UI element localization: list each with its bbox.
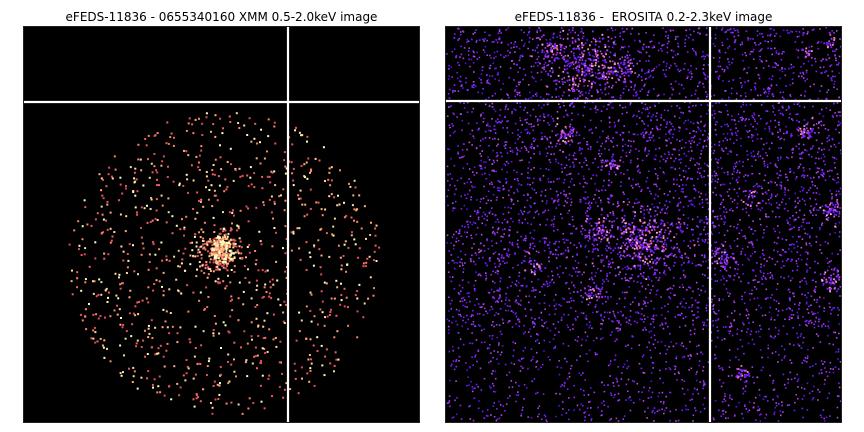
erosita-photon-counts <box>446 27 841 422</box>
left-panel-title: eFEDS-11836 - 0655340160 XMM 0.5-2.0keV … <box>65 10 378 24</box>
xmm-image <box>24 27 419 422</box>
erosita-image-panel <box>445 26 842 423</box>
right-panel-title: eFEDS-11836 - EROSITA 0.2-2.3keV image <box>514 10 773 24</box>
erosita-image <box>446 27 841 422</box>
xmm-photon-counts <box>68 112 381 415</box>
xmm-image-panel <box>23 26 420 423</box>
